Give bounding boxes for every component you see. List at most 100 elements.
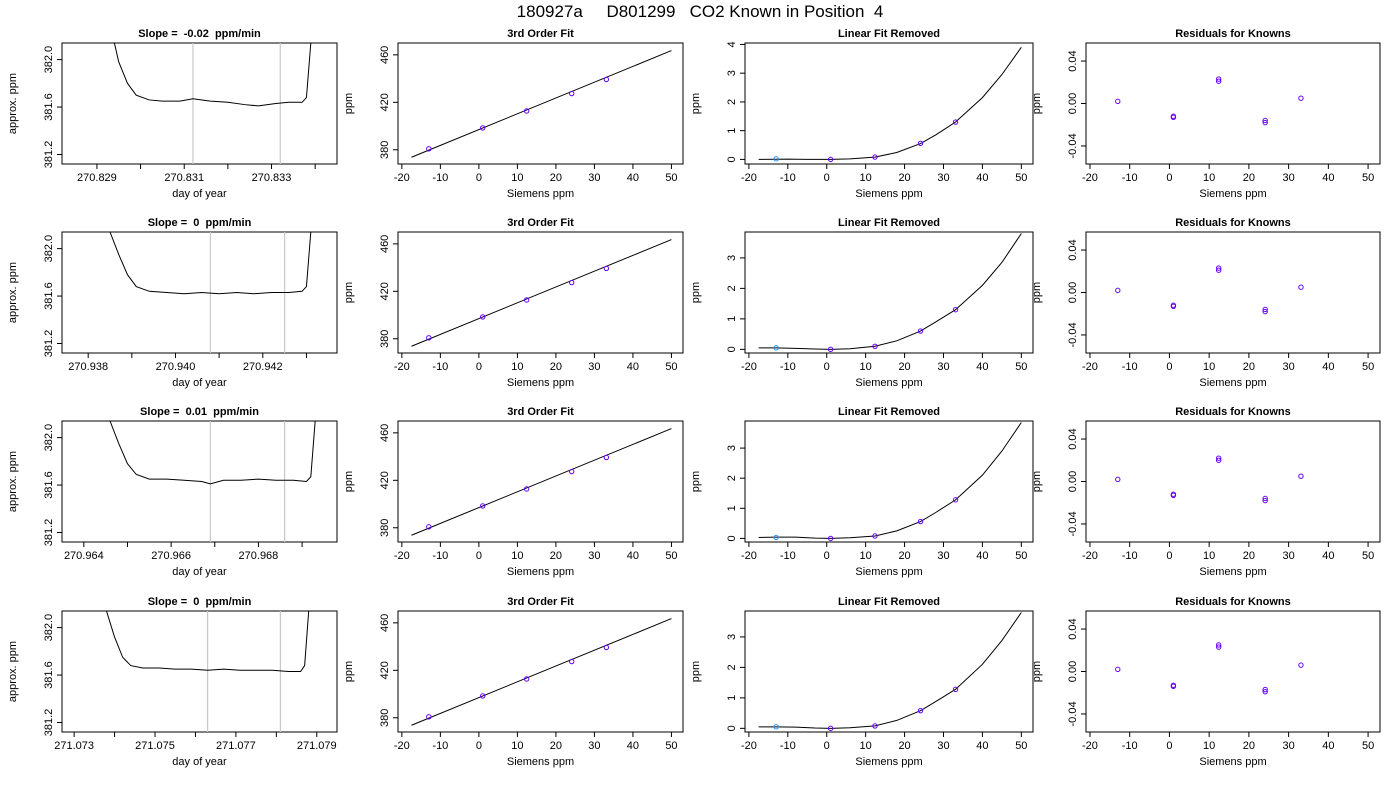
panel-r2-c4: Residuals for Knowns Siemens ppm ppm -20 -10… <box>1031 217 1381 389</box>
y-tick-label: 382.0 <box>43 424 55 452</box>
x-axis-label: day of year <box>172 188 227 200</box>
x-tick-label: 30 <box>937 172 949 184</box>
data-point <box>1215 455 1222 461</box>
x-tick-label: 10 <box>511 361 523 373</box>
y-axis-label: approx. ppm <box>7 641 19 702</box>
plot-area <box>1115 76 1304 126</box>
x-tick-label: 30 <box>588 361 600 373</box>
panel-title: Residuals for Knowns <box>1175 28 1291 40</box>
x-tick-label: 50 <box>1015 172 1027 184</box>
y-tick-label: 381.6 <box>43 471 55 499</box>
y-tick-label: 0.04 <box>1067 50 1079 71</box>
x-tick-label: 10 <box>1203 550 1215 562</box>
panel-r2-c3: Linear Fit Removed Siemens ppm ppm -20 -10 0 1… <box>690 217 1034 389</box>
y-tick-label: 382.0 <box>43 235 55 263</box>
data-point <box>872 533 878 539</box>
x-tick-label: 10 <box>1203 172 1215 184</box>
x-tick-label: 0 <box>824 550 830 562</box>
data-point <box>1215 265 1222 271</box>
trace-line <box>106 611 310 672</box>
data-point <box>1262 119 1268 126</box>
y-tick-label: 0 <box>726 535 738 541</box>
panel-r2-c1: Slope = 0 ppm/min day of year approx. ppm 2… <box>7 217 338 389</box>
data-point <box>872 154 878 160</box>
plot-area <box>109 232 312 353</box>
y-tick-label: 1 <box>726 505 738 511</box>
fit-curve <box>758 422 1022 539</box>
x-axis-label: Siemens ppm <box>507 377 574 389</box>
data-point <box>1298 473 1304 479</box>
data-point <box>1215 267 1222 273</box>
plot-area <box>113 43 312 164</box>
x-tick-label: -10 <box>432 361 448 373</box>
plot-frame <box>397 231 684 354</box>
y-axis-label: ppm <box>690 282 702 303</box>
panel-title: 3rd Order Fit <box>507 28 574 40</box>
x-tick-label: 30 <box>588 740 600 752</box>
x-tick-label: 270.966 <box>151 550 191 562</box>
fit-line <box>411 428 672 536</box>
x-tick-label: 50 <box>665 172 677 184</box>
x-axis-label: Siemens ppm <box>507 756 574 768</box>
x-tick-label: -20 <box>741 550 757 562</box>
data-point <box>1115 476 1121 483</box>
plot-frame <box>1085 42 1381 165</box>
x-tick-label: 20 <box>898 361 910 373</box>
y-tick-label: -0.04 <box>1067 133 1079 158</box>
x-tick-label: -20 <box>1082 172 1098 184</box>
data-point <box>480 503 486 509</box>
x-tick-label: 270.833 <box>252 172 292 184</box>
x-axis-label: Siemens ppm <box>507 188 574 200</box>
y-axis-label: ppm <box>1031 471 1043 492</box>
x-tick-label: 20 <box>898 172 910 184</box>
panel-r4-c2: 3rd Order Fit Siemens ppm ppm -20 -10 0 10 20 30… <box>343 596 684 768</box>
x-tick-label: 30 <box>937 740 949 752</box>
plot-frame <box>744 42 1034 165</box>
data-point <box>1262 306 1268 313</box>
plot-frame <box>61 610 338 733</box>
y-tick-label: 381.6 <box>43 661 55 689</box>
x-tick-label: 0 <box>476 740 482 752</box>
x-axis-label: day of year <box>172 377 227 389</box>
plot-area <box>1115 455 1304 504</box>
data-point <box>952 307 959 313</box>
x-tick-label: 30 <box>937 361 949 373</box>
y-tick-label: 3 <box>726 634 738 640</box>
x-tick-label: -20 <box>394 172 410 184</box>
plot-frame <box>61 231 338 354</box>
y-tick-label: -0.04 <box>1067 511 1079 536</box>
y-axis-label: approx. ppm <box>7 73 19 134</box>
y-axis-label: ppm <box>1031 282 1043 303</box>
y-tick-label: -0.04 <box>1067 701 1079 726</box>
x-tick-label: 50 <box>665 740 677 752</box>
x-tick-label: -10 <box>1122 740 1138 752</box>
x-tick-label: 271.073 <box>54 740 94 752</box>
x-axis-label: Siemens ppm <box>855 566 922 578</box>
data-point <box>603 454 610 461</box>
y-tick-label: 2 <box>726 664 738 670</box>
x-tick-label: 0 <box>824 361 830 373</box>
x-axis-label: Siemens ppm <box>1199 377 1266 389</box>
y-tick-label: 0.00 <box>1067 93 1079 114</box>
data-point <box>1298 662 1304 668</box>
data-point <box>523 108 530 114</box>
y-tick-label: 381.2 <box>43 709 55 737</box>
data-point <box>1115 666 1121 673</box>
x-tick-label: 10 <box>511 172 523 184</box>
x-axis-label: Siemens ppm <box>855 188 922 200</box>
x-tick-label: 30 <box>1282 172 1294 184</box>
data-point <box>1115 98 1121 105</box>
data-point <box>523 676 530 682</box>
data-point <box>568 279 575 286</box>
plot-frame <box>1085 420 1381 543</box>
x-tick-label: 30 <box>1282 361 1294 373</box>
y-tick-label: 420 <box>379 471 391 489</box>
data-point <box>480 693 486 699</box>
panel-r2-c2: 3rd Order Fit Siemens ppm ppm -20 -10 0 10 20 30… <box>343 217 684 389</box>
x-tick-label: 50 <box>1362 361 1374 373</box>
data-point <box>773 724 779 730</box>
y-tick-label: 460 <box>379 614 391 632</box>
x-tick-label: -10 <box>1122 550 1138 562</box>
y-tick-label: 381.6 <box>43 282 55 310</box>
x-tick-label: 40 <box>1322 172 1334 184</box>
